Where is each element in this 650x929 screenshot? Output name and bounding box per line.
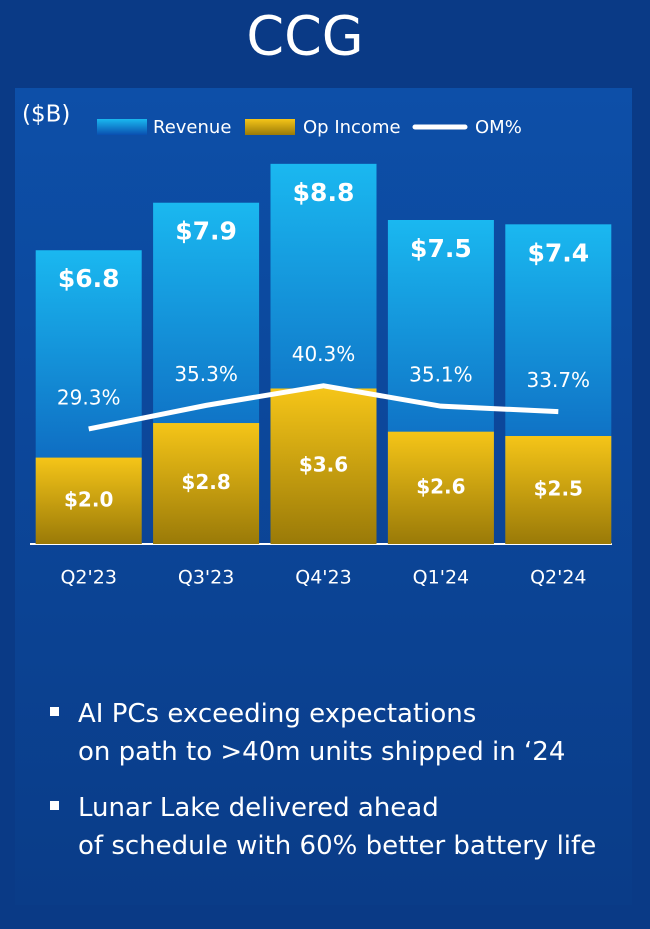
bullet: AI PCs exceeding expectations on path to …: [78, 699, 565, 767]
bullet: Lunar Lake delivered ahead of schedule wi…: [78, 793, 596, 861]
bullet-line: on path to >40m units shipped in ‘24: [78, 737, 565, 767]
bullet-line: Lunar Lake delivered ahead: [78, 793, 439, 823]
bar: [387, 431, 494, 544]
x-tick-label: Q2'23: [60, 567, 116, 589]
bar: [505, 436, 612, 544]
legend-swatch: [245, 119, 295, 135]
op-income-label: $2.5: [534, 477, 583, 501]
om-label: 33.7%: [527, 368, 591, 392]
unit-label: ($B): [22, 102, 70, 128]
bullet-line: AI PCs exceeding expectations: [78, 699, 476, 729]
op-income-label: $3.6: [299, 453, 348, 477]
revenue-label: $7.5: [410, 234, 472, 263]
chart-title: CCG: [246, 5, 363, 68]
bar: [270, 388, 377, 544]
revenue-label: $7.4: [527, 238, 589, 267]
bullet-line: of schedule with 60% better battery life: [78, 831, 596, 861]
bar: [35, 457, 142, 544]
bar: [153, 423, 260, 544]
om-label: 40.3%: [292, 342, 356, 366]
om-line: [88, 383, 559, 432]
revenue-label: $7.9: [175, 217, 237, 246]
bullet-marker: [50, 707, 59, 716]
revenue-label: $6.8: [58, 264, 120, 293]
om-label: 29.3%: [57, 385, 121, 409]
op-income-label: $2.8: [181, 470, 230, 494]
x-tick-label: Q4'23: [295, 567, 351, 589]
legend-swatch: [97, 119, 147, 135]
x-tick-label: Q2'24: [530, 567, 586, 589]
op-income-label: $2.6: [416, 474, 465, 498]
revenue-label: $8.8: [293, 178, 355, 207]
legend-label: Op Income: [303, 117, 401, 138]
x-tick-label: Q3'23: [178, 567, 234, 589]
om-label: 35.1%: [409, 363, 473, 387]
legend-label: OM%: [475, 117, 522, 138]
bullet-marker: [50, 801, 59, 810]
x-tick-label: Q1'24: [413, 567, 469, 589]
op-income-label: $2.0: [64, 487, 113, 511]
legend-label: Revenue: [153, 117, 231, 138]
om-label: 35.3%: [174, 362, 238, 386]
